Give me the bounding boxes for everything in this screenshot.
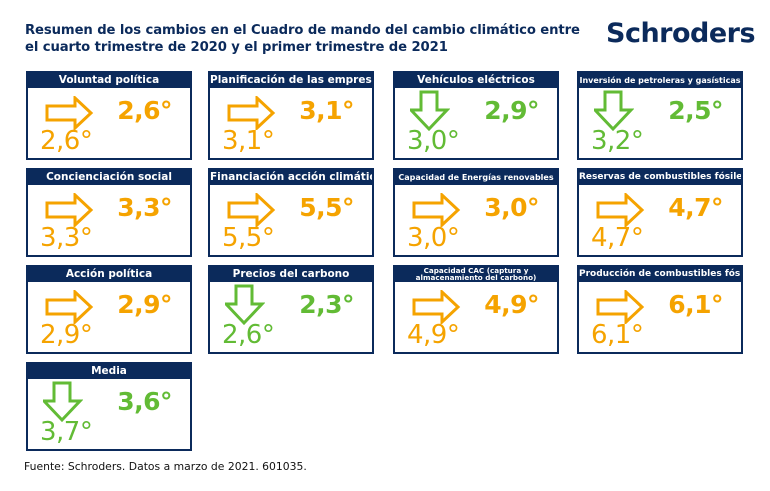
right-arrow-icon bbox=[596, 290, 645, 324]
card-body: 3,0° 3,0° bbox=[395, 185, 557, 255]
previous-temperature: 3,0° bbox=[407, 223, 460, 253]
card-body: 4,7° 4,7° bbox=[579, 185, 741, 255]
card-title: Reservas de combustibles fósiles bbox=[579, 170, 741, 185]
right-arrow-icon bbox=[412, 193, 461, 227]
title-line-1: Resumen de los cambios en el Cuadro de m… bbox=[25, 23, 580, 38]
current-temperature: 2,3° bbox=[299, 290, 354, 319]
previous-temperature: 2,9° bbox=[40, 320, 93, 350]
current-temperature: 6,1° bbox=[668, 290, 723, 319]
previous-temperature: 4,9° bbox=[407, 320, 460, 350]
card-title: Financiación acción climática bbox=[210, 170, 372, 185]
card-title: Producción de combustibles fósiles bbox=[579, 267, 741, 282]
scorecard-card: Planificación de las empresas 3,1° 3,1° bbox=[208, 71, 374, 160]
current-temperature: 4,9° bbox=[484, 290, 539, 319]
right-arrow-icon bbox=[412, 290, 461, 324]
card-body: 2,3° 2,6° bbox=[210, 282, 372, 352]
previous-temperature: 3,0° bbox=[407, 126, 460, 156]
previous-temperature: 5,5° bbox=[222, 223, 275, 253]
previous-temperature: 2,6° bbox=[40, 126, 93, 156]
previous-temperature: 4,7° bbox=[591, 223, 644, 253]
title-line-2: el cuarto trimestre de 2020 y el primer … bbox=[25, 40, 448, 55]
right-arrow-icon bbox=[45, 290, 94, 324]
current-temperature: 2,9° bbox=[484, 96, 539, 125]
card-body: 3,1° 3,1° bbox=[210, 88, 372, 158]
scorecard-card: Acción política 2,9° 2,9° bbox=[26, 265, 192, 354]
card-body: 4,9° 4,9° bbox=[395, 282, 557, 352]
previous-temperature: 3,7° bbox=[40, 417, 93, 447]
card-body: 2,9° 3,0° bbox=[395, 88, 557, 158]
card-body: 2,9° 2,9° bbox=[28, 282, 190, 352]
previous-temperature: 3,1° bbox=[222, 126, 275, 156]
previous-temperature: 6,1° bbox=[591, 320, 644, 350]
card-body: 5,5° 5,5° bbox=[210, 185, 372, 255]
card-title: Precios del carbono bbox=[210, 267, 372, 282]
right-arrow-icon bbox=[45, 96, 94, 130]
card-title: Capacidad CAC (captura y almacenamiento d… bbox=[395, 267, 557, 282]
card-title: Inversión de petroleras y gasísticas bbox=[579, 73, 741, 88]
card-title: Capacidad de Energías renovables bbox=[395, 170, 557, 185]
scorecard-card: Capacidad de Energías renovables 3,0° 3,0° bbox=[393, 168, 559, 257]
down-arrow-icon bbox=[410, 90, 450, 132]
down-arrow-icon bbox=[225, 284, 265, 326]
card-title: Acción política bbox=[28, 267, 190, 282]
card-title: Vehículos eléctricos bbox=[395, 73, 557, 88]
current-temperature: 3,1° bbox=[299, 96, 354, 125]
scorecard-card: Capacidad CAC (captura y almacenamiento d… bbox=[393, 265, 559, 354]
card-title-line: almacenamiento del carbono) bbox=[415, 273, 537, 282]
previous-temperature: 3,3° bbox=[40, 223, 93, 253]
current-temperature: 3,3° bbox=[117, 193, 172, 222]
schroders-logo: Schroders bbox=[606, 18, 756, 49]
previous-temperature: 3,2° bbox=[591, 126, 644, 156]
previous-temperature: 2,6° bbox=[222, 320, 275, 350]
card-title: Voluntad política bbox=[28, 73, 190, 88]
card-body: 6,1° 6,1° bbox=[579, 282, 741, 352]
scorecard-card: Media 3,6° 3,7° bbox=[26, 362, 192, 451]
current-temperature: 3,6° bbox=[117, 387, 172, 416]
current-temperature: 3,0° bbox=[484, 193, 539, 222]
scorecard-card: Voluntad política 2,6° 2,6° bbox=[26, 71, 192, 160]
source-footnote: Fuente: Schroders. Datos a marzo de 2021… bbox=[24, 460, 307, 473]
current-temperature: 2,5° bbox=[668, 96, 723, 125]
scorecard-card: Precios del carbono 2,3° 2,6° bbox=[208, 265, 374, 354]
current-temperature: 5,5° bbox=[299, 193, 354, 222]
scorecard-card: Concienciación social 3,3° 3,3° bbox=[26, 168, 192, 257]
card-body: 3,3° 3,3° bbox=[28, 185, 190, 255]
scorecard-card: Financiación acción climática 5,5° 5,5° bbox=[208, 168, 374, 257]
card-body: 2,5° 3,2° bbox=[579, 88, 741, 158]
current-temperature: 2,9° bbox=[117, 290, 172, 319]
current-temperature: 2,6° bbox=[117, 96, 172, 125]
page-title: Resumen de los cambios en el Cuadro de m… bbox=[25, 22, 585, 56]
right-arrow-icon bbox=[596, 193, 645, 227]
card-title-line: Capacidad CAC (captura y bbox=[423, 267, 529, 275]
current-temperature: 4,7° bbox=[668, 193, 723, 222]
scorecard-card: Producción de combustibles fósiles 6,1° 6,… bbox=[577, 265, 743, 354]
scorecard-card: Vehículos eléctricos 2,9° 3,0° bbox=[393, 71, 559, 160]
card-body: 2,6° 2,6° bbox=[28, 88, 190, 158]
card-title: Planificación de las empresas bbox=[210, 73, 372, 88]
card-title: Concienciación social bbox=[28, 170, 190, 185]
scorecard-card: Reservas de combustibles fósiles 4,7° 4,7° bbox=[577, 168, 743, 257]
card-title: Media bbox=[28, 364, 190, 379]
scorecard-card: Inversión de petroleras y gasísticas 2,5°… bbox=[577, 71, 743, 160]
down-arrow-icon bbox=[43, 381, 83, 423]
down-arrow-icon bbox=[594, 90, 634, 132]
card-body: 3,6° 3,7° bbox=[28, 379, 190, 449]
right-arrow-icon bbox=[45, 193, 94, 227]
right-arrow-icon bbox=[227, 96, 276, 130]
right-arrow-icon bbox=[227, 193, 276, 227]
